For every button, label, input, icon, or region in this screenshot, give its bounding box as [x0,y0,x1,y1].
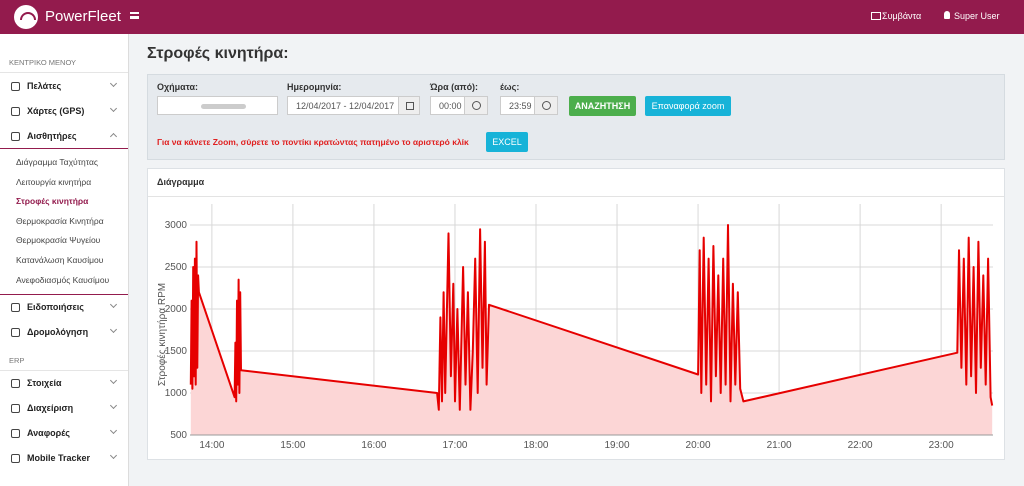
x-tick-label: 20:00 [686,440,711,451]
user-menu[interactable]: Super User [954,11,1000,21]
panel-divider [148,196,1004,197]
x-tick-label: 21:00 [767,440,792,451]
page-title: Στροφές κινητήρα: [147,45,289,62]
chevron [109,401,118,410]
to-clock[interactable] [534,96,558,115]
search-button[interactable]: ΑΝΑΖΗΤΗΣΗ [569,96,636,116]
y-tick-label: 2000 [165,304,188,315]
user-icon [944,11,950,19]
from-label: Ώρα (από): [430,82,479,92]
logo[interactable] [14,5,38,29]
submenu-item[interactable]: Κατανάλωση Καυσίμου [16,255,104,265]
x-tick-label: 14:00 [199,440,224,451]
separator [0,294,128,295]
menu-item[interactable]: Χάρτες (GPS) [27,106,85,116]
envelope-icon [871,12,881,20]
menu-icon [11,82,20,91]
submenu-item[interactable]: Θερμοκρασία Ψυγείου [16,235,101,246]
separator [0,72,128,73]
menu-icon [11,429,20,438]
x-tick-label: 22:00 [848,440,873,451]
calendar-button[interactable] [398,96,420,115]
separator [0,148,128,149]
zoom-hint: Για να κάνετε Zoom, σύρετε το ποντίκι κρ… [157,137,469,147]
menu-icon [11,404,20,413]
x-tick-label: 18:00 [523,440,548,451]
menu-icon [11,107,20,116]
x-tick-label: 17:00 [442,440,467,451]
y-tick-label: 1000 [165,388,188,399]
menu-heading: ΚΕΝΤΡΙΚΟ ΜΕΝΟΥ [9,58,77,67]
menu-item[interactable]: Αισθητήρες [27,131,77,141]
chevron [109,376,118,385]
menu-item[interactable]: Διαχείριση [27,403,74,413]
date-input[interactable]: 12/04/2017 - 12/04/2017 [287,96,399,115]
chart-panel-title: Διάγραμμα [157,177,205,187]
brand[interactable]: PowerFleet [45,8,121,25]
from-clock[interactable] [464,96,488,115]
menu-icon [11,132,20,141]
submenu-item[interactable]: Ανεφοδιασμός Καυσίμου [16,274,110,285]
to-input[interactable]: 23:59 [500,96,535,115]
y-tick-label: 2500 [165,262,188,273]
submenu-item[interactable]: Στροφές κινητήρα [16,196,89,207]
excel-button[interactable]: EXCEL [486,132,528,152]
menu-item[interactable]: Ειδοποιήσεις [27,302,84,312]
menu-icon [11,303,20,312]
y-tick-label: 3000 [165,220,188,231]
menu-toggle[interactable] [130,12,139,19]
reset-zoom-button[interactable]: Επαναφορά zoom [645,96,731,116]
menu-heading: ERP [9,356,25,365]
chevron [109,325,118,334]
menu-item[interactable]: Αναφορές [27,428,70,438]
chevron [109,79,118,88]
menu-icon [11,328,20,337]
menu-icon [11,454,20,463]
chevron [109,132,118,141]
top-bar: PowerFleet Συμβάντα Super User [0,0,1024,34]
y-tick-label: 500 [170,430,187,441]
menu-icon [11,379,20,388]
separator [0,370,128,371]
menu-item[interactable]: Mobile Tracker [27,453,91,463]
from-input[interactable]: 00:00 [430,96,465,115]
sidebar: ΚΕΝΤΡΙΚΟ ΜΕΝΟΥ Πελάτες Χάρτες (GPS) Αισθητή… [0,34,129,486]
vehicles-input[interactable] [157,96,278,115]
menu-item[interactable]: Δρομολόγηση [27,327,89,337]
x-tick-label: 23:00 [929,440,954,451]
submenu-item[interactable]: Διάγραμμα Ταχύτητας [16,157,99,167]
filter-panel [147,74,1005,160]
chevron [109,451,118,460]
y-tick-label: 1500 [165,346,188,357]
submenu-item[interactable]: Λειτουργία κινητήρα [16,176,92,187]
submenu-item[interactable]: Θερμοκρασία Κινητήρα [16,215,104,226]
chevron [109,426,118,435]
menu-item[interactable]: Πελάτες [27,81,62,91]
events-menu[interactable]: Συμβάντα [882,11,922,21]
to-label: έως: [500,82,520,92]
chevron [109,300,118,309]
vehicles-label: Οχήματα: [157,82,199,92]
y-axis-label: Στροφές κινητήρα RPM [156,283,168,386]
menu-item[interactable]: Στοιχεία [27,378,62,388]
x-tick-label: 16:00 [361,440,386,451]
date-label: Ημερομηνία: [287,82,342,92]
chart: 500 1000 1500 2000 2500 3000 14:00 15:00 16:00 17… [156,204,994,451]
chevron [109,104,118,113]
area [190,225,993,435]
x-tick-label: 15:00 [280,440,305,451]
x-tick-label: 19:00 [605,440,630,451]
line [189,224,994,411]
